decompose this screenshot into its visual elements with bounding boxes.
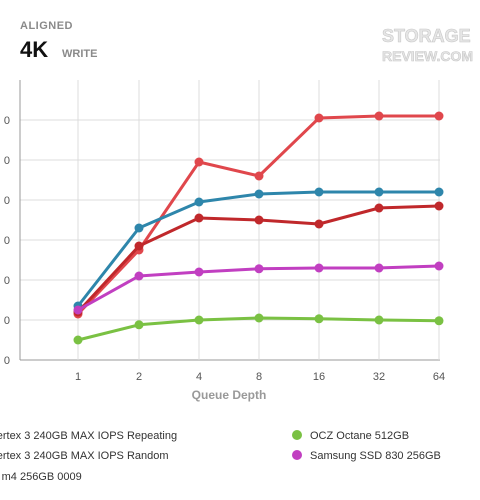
- series-1-point-4: [314, 187, 324, 197]
- svg-text:REVIEW.COM: REVIEW.COM: [382, 48, 473, 64]
- x-tick-label-4: 16: [313, 371, 325, 383]
- series-0-point-3: [254, 171, 264, 181]
- series-3-point-2: [194, 315, 204, 325]
- series-1-point-3: [254, 189, 264, 199]
- legend-label-2: al m4 256GB 0009: [0, 471, 82, 483]
- y-tick-label-1: 0: [4, 315, 10, 327]
- series-1-point-6: [434, 187, 444, 197]
- y-tick-label-0: 0: [4, 355, 10, 367]
- y-tick-label-2: 0: [4, 275, 10, 287]
- legend-item-2: al m4 256GB 0009: [0, 471, 82, 483]
- chart-overline: ALIGNED: [20, 20, 73, 32]
- series-3-point-5: [374, 315, 384, 325]
- legend-swatch-4: [292, 450, 302, 460]
- series-1-point-1: [134, 223, 144, 233]
- legend-item-3: OCZ Octane 512GB: [292, 430, 409, 442]
- y-tick-label-3: 0: [4, 235, 10, 247]
- series-0-point-6: [434, 111, 444, 121]
- series-1-point-5: [374, 187, 384, 197]
- svg-text:STORAGE: STORAGE: [382, 26, 471, 46]
- legend-swatch-3: [292, 430, 302, 440]
- chart-subtitle: WRITE: [62, 48, 98, 60]
- x-tick-label-0: 1: [75, 371, 81, 383]
- series-4-point-3: [254, 264, 264, 274]
- series-1-point-2: [194, 197, 204, 207]
- series-2-point-4: [314, 219, 324, 229]
- series-2-point-2: [194, 213, 204, 223]
- legend-label-3: OCZ Octane 512GB: [310, 430, 410, 442]
- series-0-point-4: [314, 113, 324, 123]
- legend-item-0: Vertex 3 240GB MAX IOPS Repeating: [0, 430, 177, 442]
- series-4-point-6: [434, 261, 444, 271]
- legend-item-1: Vertex 3 240GB MAX IOPS Random: [0, 450, 169, 462]
- series-3-point-1: [134, 320, 144, 330]
- series-3-point-0: [73, 335, 83, 345]
- series-2-point-3: [254, 215, 264, 225]
- series-0-point-2: [194, 157, 204, 167]
- series-2-point-6: [434, 201, 444, 211]
- x-tick-label-2: 4: [196, 371, 202, 383]
- series-0-point-5: [374, 111, 384, 121]
- series-4-point-1: [134, 271, 144, 281]
- series-3-point-6: [434, 316, 444, 326]
- x-tick-label-3: 8: [256, 371, 262, 383]
- series-4-point-4: [314, 263, 324, 273]
- x-tick-label-5: 32: [373, 371, 385, 383]
- series-3-point-4: [314, 314, 324, 324]
- legend-label-4: Samsung SSD 830 256GB: [310, 450, 441, 462]
- x-axis-label: Queue Depth: [192, 388, 267, 402]
- legend-label-1: Vertex 3 240GB MAX IOPS Random: [0, 450, 169, 462]
- legend-item-4: Samsung SSD 830 256GB: [292, 450, 441, 462]
- series-4-point-5: [374, 263, 384, 273]
- y-tick-label-6: 0: [4, 115, 10, 127]
- y-tick-label-5: 0: [4, 155, 10, 167]
- chart-title: 4K: [20, 37, 49, 62]
- storagereview-logo: STORAGE REVIEW.COM: [382, 26, 474, 65]
- series-3-point-3: [254, 313, 264, 323]
- series-2-point-5: [374, 203, 384, 213]
- x-tick-label-6: 64: [433, 371, 445, 383]
- x-tick-label-1: 2: [136, 371, 142, 383]
- series-4-point-0: [73, 305, 83, 315]
- series-2-point-1: [134, 241, 144, 251]
- y-tick-label-4: 0: [4, 195, 10, 207]
- series-4-point-2: [194, 267, 204, 277]
- legend-label-0: Vertex 3 240GB MAX IOPS Repeating: [0, 430, 178, 442]
